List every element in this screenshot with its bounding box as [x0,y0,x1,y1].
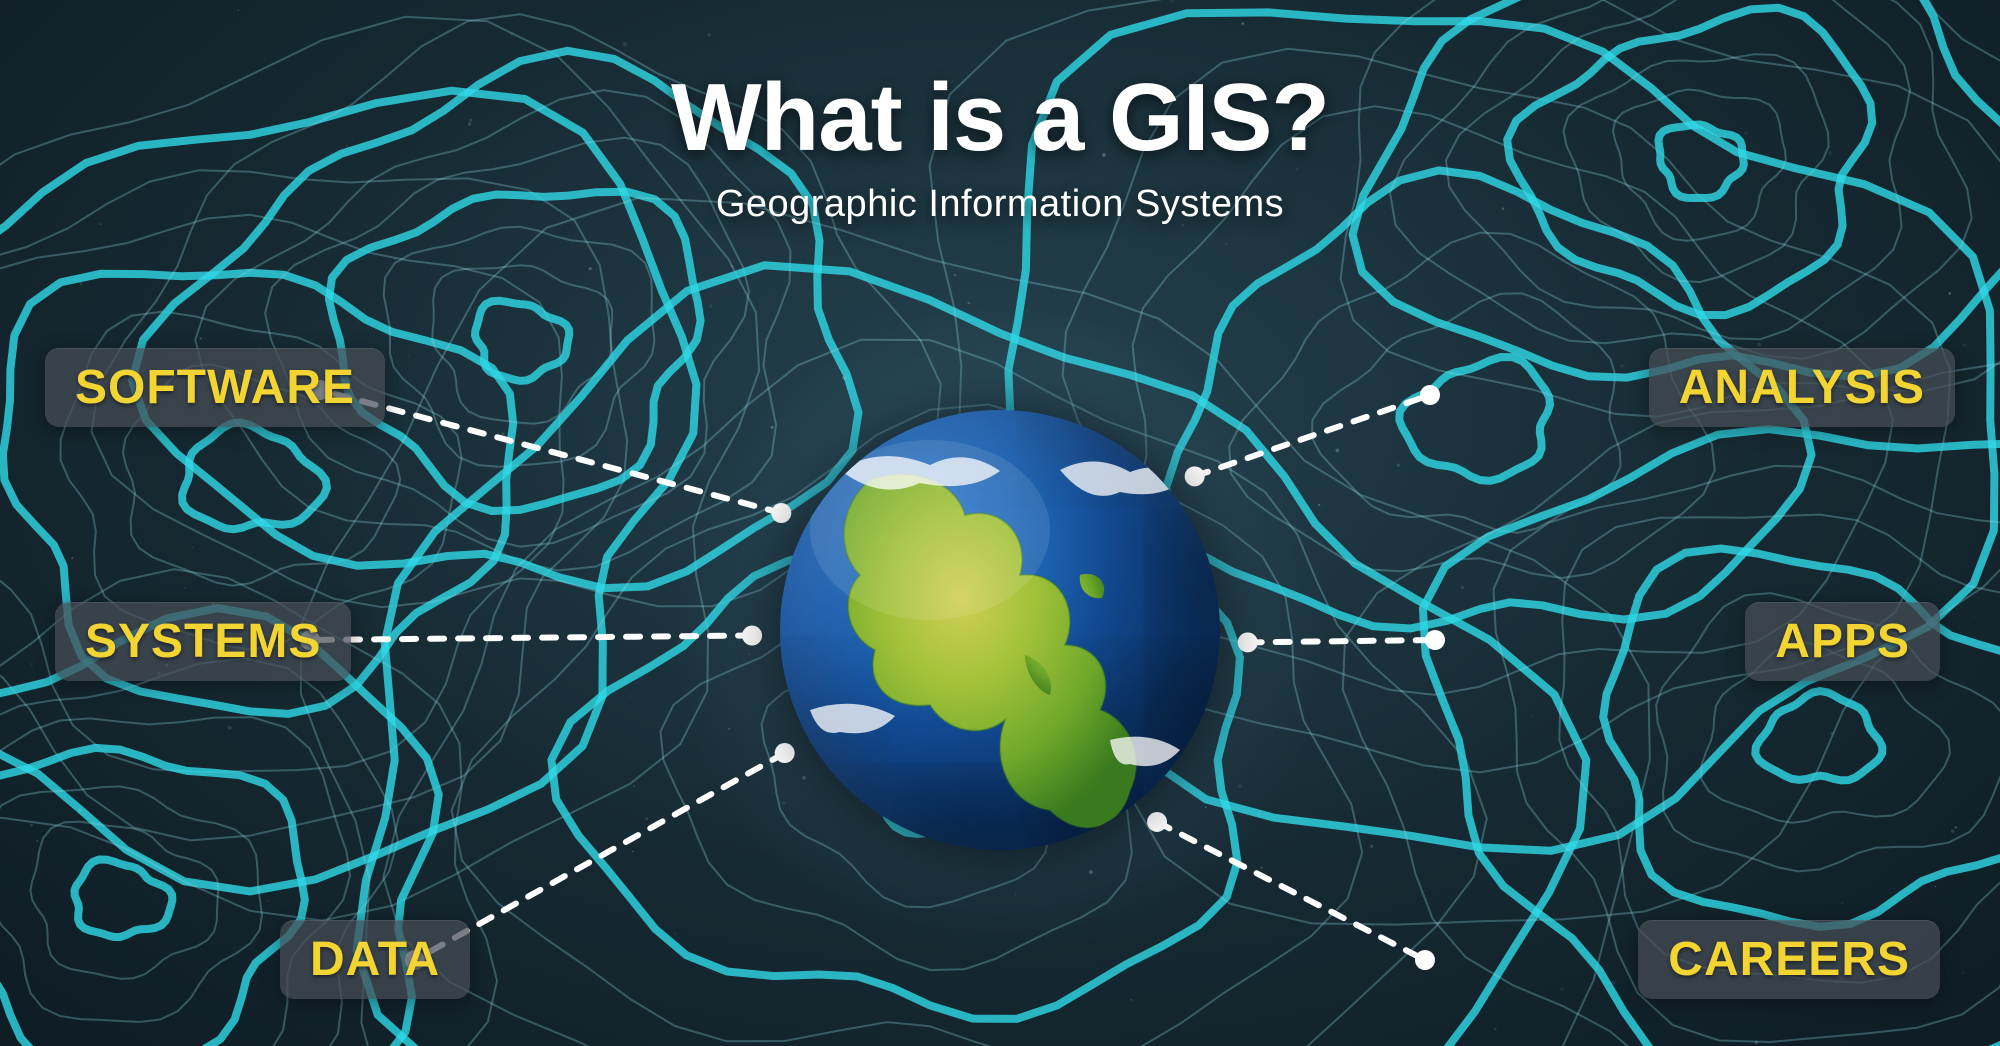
title-block: What is a GIS? Geographic Information Sy… [671,68,1329,226]
main-title: What is a GIS? [671,68,1329,169]
pill-careers: CAREERS [1638,920,1940,999]
earth-globe-icon [780,410,1220,850]
pill-apps: APPS [1745,602,1940,681]
pill-analysis: ANALYSIS [1649,348,1955,427]
pill-systems: SYSTEMS [55,602,351,681]
subtitle: Geographic Information Systems [671,183,1329,226]
pill-software: SOFTWARE [45,348,385,427]
infographic-stage: What is a GIS? Geographic Information Sy… [0,0,2000,1046]
pill-data: DATA [280,920,470,999]
